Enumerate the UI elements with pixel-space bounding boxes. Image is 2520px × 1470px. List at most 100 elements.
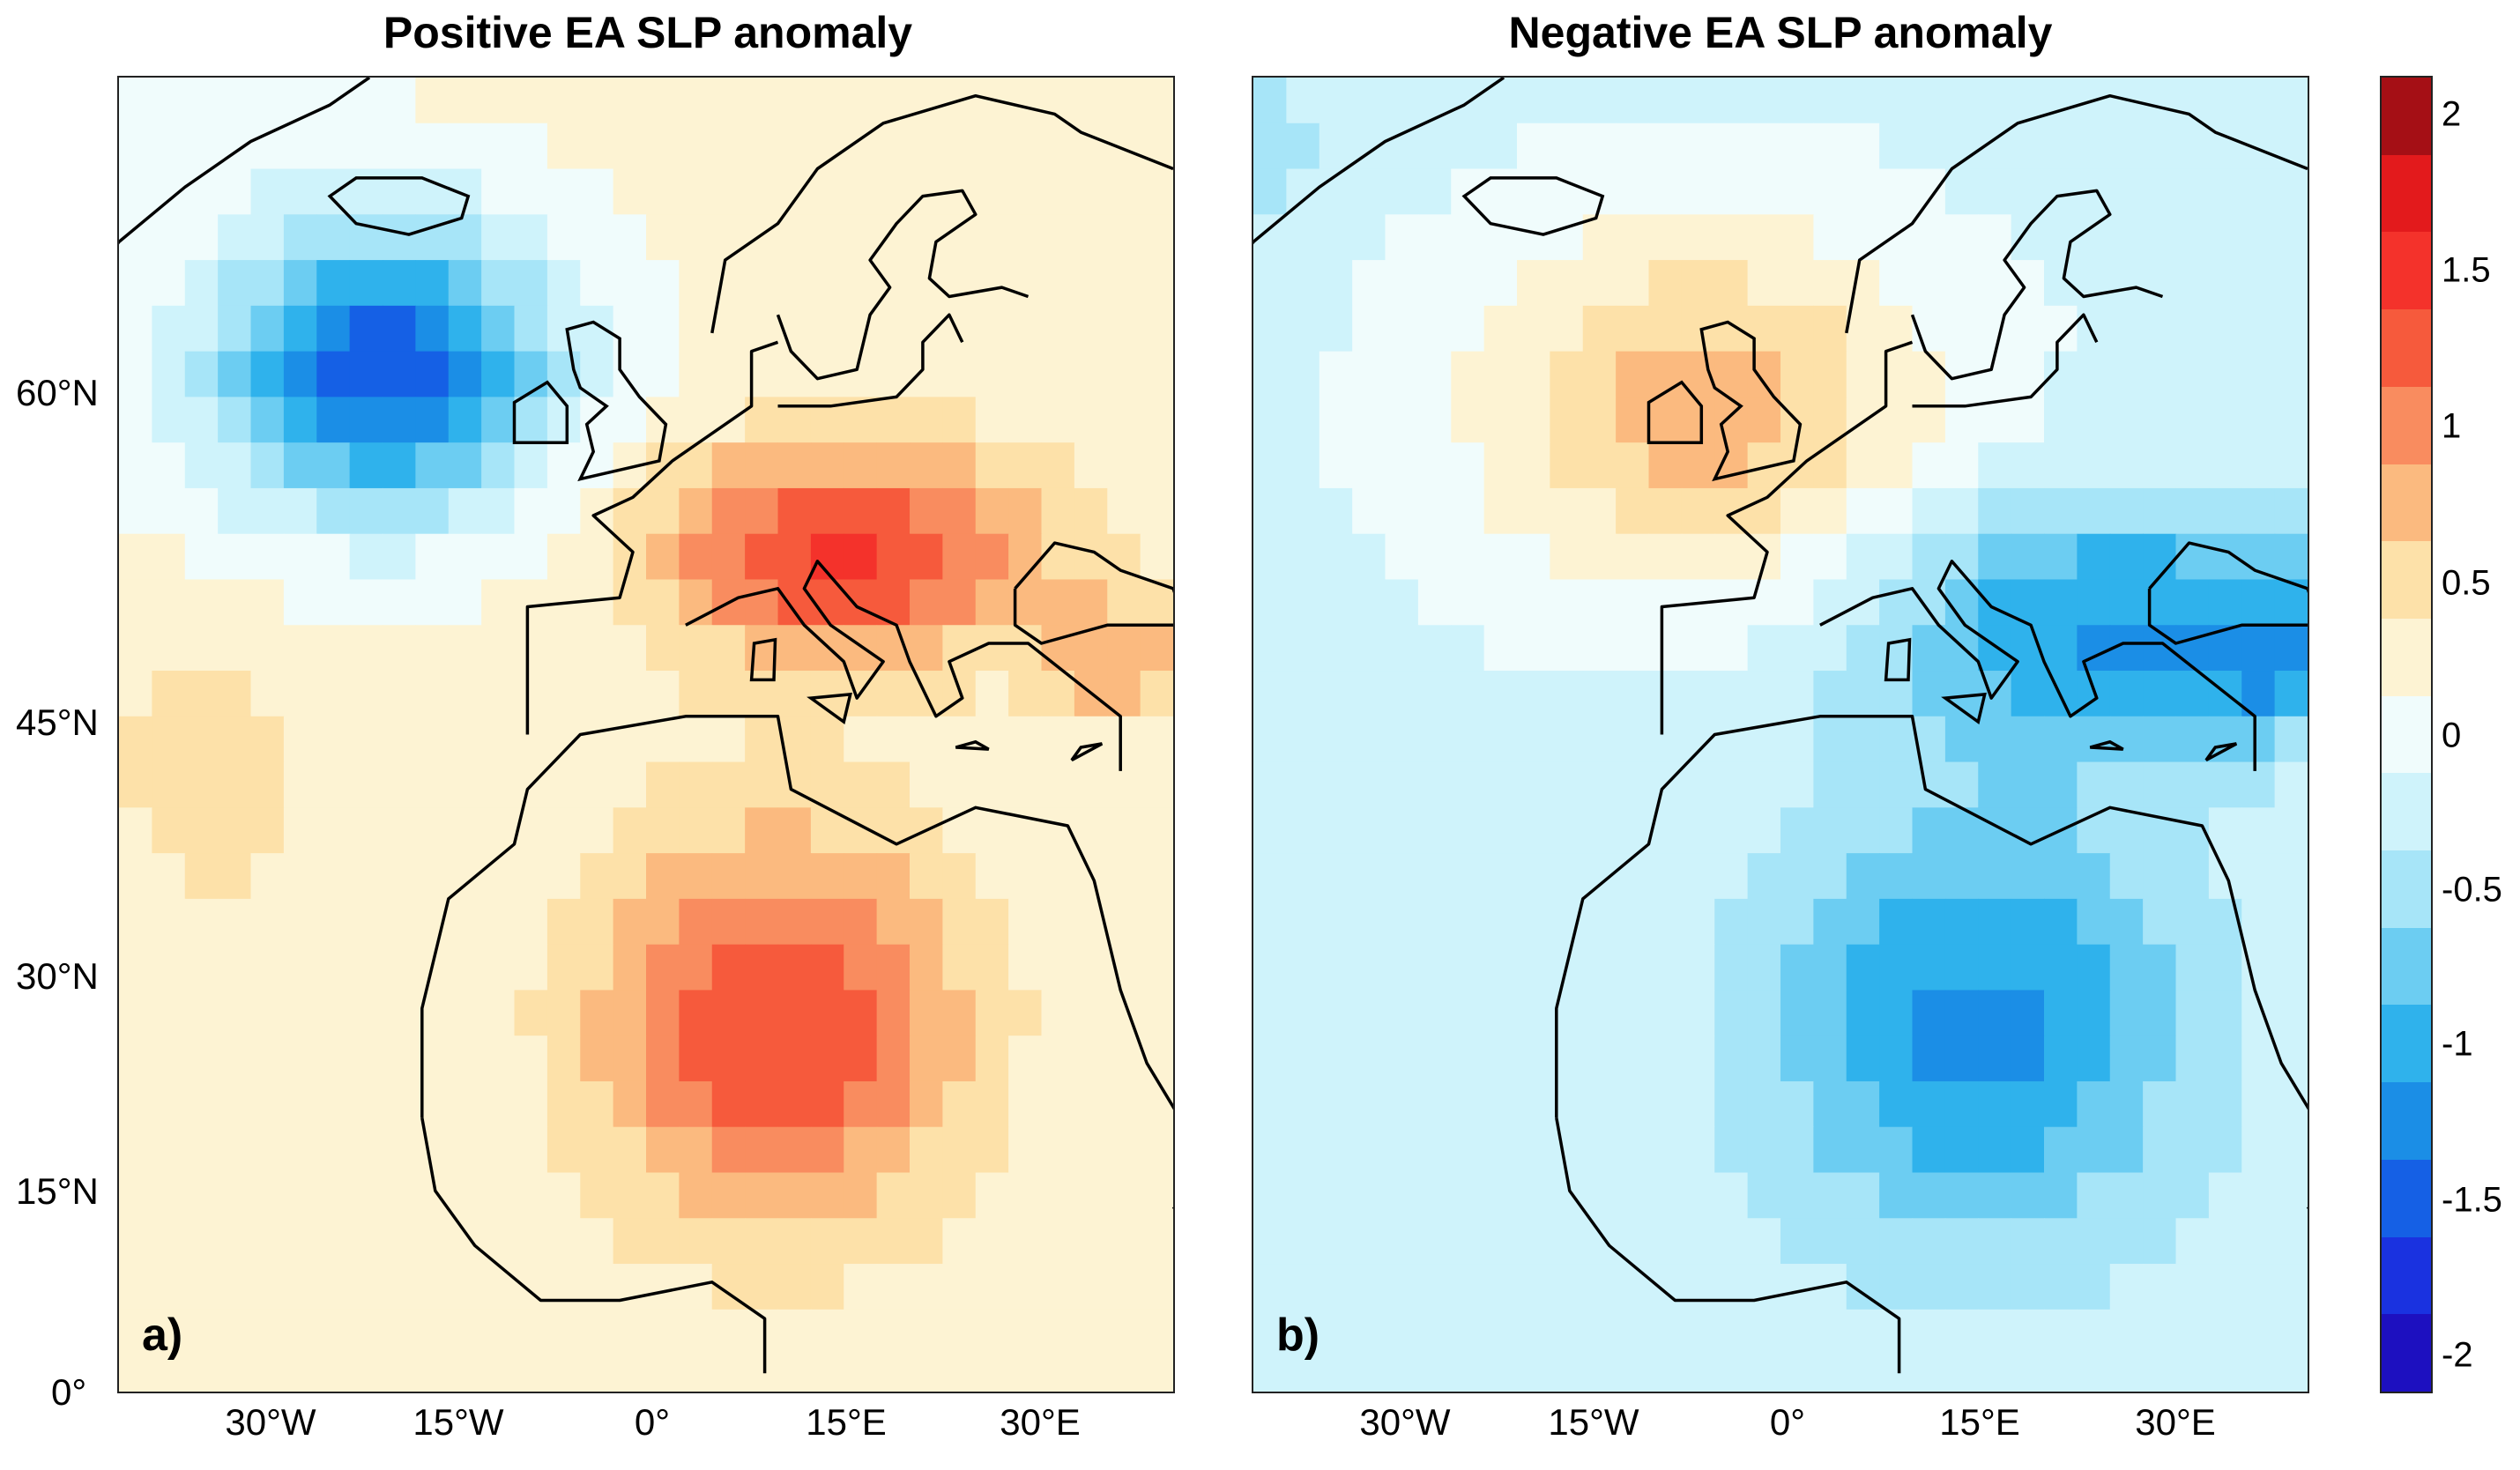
anomaly-cell xyxy=(1550,533,1584,581)
island-outline xyxy=(1461,176,1605,236)
anomaly-cell xyxy=(1107,1080,1141,1128)
anomaly-cell xyxy=(810,944,844,991)
anomaly-cell xyxy=(2077,1036,2111,1082)
anomaly-cell xyxy=(1451,1172,1485,1219)
anomaly-cell xyxy=(546,1218,581,1265)
anomaly-cell xyxy=(383,533,416,581)
anomaly-cell xyxy=(1616,716,1650,763)
anomaly-cell xyxy=(1417,1080,1452,1128)
anomaly-cell xyxy=(679,671,713,717)
anomaly-cell xyxy=(2143,716,2177,763)
anomaly-cell xyxy=(679,1218,713,1265)
anomaly-cell xyxy=(1912,625,1946,672)
anomaly-cell xyxy=(1550,807,1584,854)
anomaly-cell xyxy=(1714,78,1749,124)
anomaly-cell xyxy=(184,853,219,900)
anomaly-cell xyxy=(152,990,186,1036)
anomaly-cell xyxy=(316,214,351,261)
anomaly-cell xyxy=(415,625,450,672)
anomaly-cell xyxy=(1978,1355,2012,1392)
anomaly-cell xyxy=(1074,397,1108,443)
anomaly-cell xyxy=(975,1036,1009,1082)
lon-tick-b-15w: 15°W xyxy=(1548,1401,1639,1443)
anomaly-cell xyxy=(1978,214,2012,261)
anomaly-cell xyxy=(876,1218,911,1265)
anomaly-cell xyxy=(679,1172,713,1219)
anomaly-cell xyxy=(184,1218,219,1265)
anomaly-cell xyxy=(1074,214,1108,261)
anomaly-cell xyxy=(316,1172,351,1219)
anomaly-cell xyxy=(613,260,647,307)
anomaly-cell xyxy=(184,397,219,443)
anomaly-cell xyxy=(481,78,516,124)
anomaly-cell xyxy=(580,1126,614,1174)
anomaly-cell xyxy=(2011,305,2045,353)
anomaly-cell xyxy=(2109,671,2144,717)
anomaly-cell xyxy=(250,579,285,626)
anomaly-cell xyxy=(218,1355,252,1392)
anomaly-cell xyxy=(1008,351,1043,397)
anomaly-cell xyxy=(481,533,516,581)
anomaly-cell xyxy=(2077,761,2111,808)
anomaly-cell xyxy=(711,761,746,808)
anomaly-cell xyxy=(810,1309,844,1356)
anomaly-cell xyxy=(152,487,186,535)
anomaly-cell xyxy=(613,853,647,900)
anomaly-cell xyxy=(1417,990,1452,1036)
anomaly-cell xyxy=(1352,579,1386,626)
anomaly-cell xyxy=(1253,78,1287,124)
anomaly-cell xyxy=(975,487,1009,535)
anomaly-cell xyxy=(1286,487,1320,535)
anomaly-cell xyxy=(711,122,746,170)
anomaly-cell xyxy=(711,1309,746,1356)
anomaly-cell xyxy=(2044,716,2078,763)
anomaly-cell xyxy=(1483,1080,1518,1128)
anomaly-cell xyxy=(1648,1126,1683,1174)
anomaly-cell xyxy=(1319,533,1353,581)
anomaly-cell xyxy=(152,944,186,991)
anomaly-cell xyxy=(1978,579,2012,626)
anomaly-cell xyxy=(1681,168,1715,215)
anomaly-cell xyxy=(777,761,812,808)
anomaly-cell xyxy=(1352,1218,1386,1265)
anomaly-cell xyxy=(876,671,911,717)
anomaly-cell xyxy=(2109,853,2144,900)
anomaly-cell xyxy=(745,351,779,397)
anomaly-cell xyxy=(1616,1172,1650,1219)
anomaly-cell xyxy=(250,716,285,763)
anomaly-cell xyxy=(1140,898,1173,946)
anomaly-cell xyxy=(184,807,219,854)
anomaly-cell xyxy=(1286,990,1320,1036)
anomaly-cell xyxy=(283,260,317,307)
anomaly-cell xyxy=(1780,761,1814,808)
anomaly-cell xyxy=(2077,625,2111,672)
anomaly-cell xyxy=(745,1126,779,1174)
anomaly-cell xyxy=(152,1080,186,1128)
anomaly-cell xyxy=(646,1126,680,1174)
anomaly-cell xyxy=(1846,671,1880,717)
anomaly-cell xyxy=(250,442,285,489)
anomaly-cell xyxy=(844,1080,878,1128)
anomaly-cell xyxy=(711,716,746,763)
anomaly-cell xyxy=(1008,122,1043,170)
anomaly-cell xyxy=(2208,397,2242,443)
anomaly-cell xyxy=(810,761,844,808)
anomaly-cell xyxy=(1780,990,1814,1036)
anomaly-cell xyxy=(2044,260,2078,307)
anomaly-cell xyxy=(448,1264,482,1310)
anomaly-cell xyxy=(1517,122,1550,170)
anomaly-cell xyxy=(2175,487,2210,535)
anomaly-cell xyxy=(119,351,152,397)
anomaly-cell xyxy=(1140,168,1173,215)
anomaly-cell xyxy=(711,487,746,535)
anomaly-cell xyxy=(2208,807,2242,854)
anomaly-cell xyxy=(679,807,713,854)
anomaly-cell xyxy=(613,944,647,991)
anomaly-cell xyxy=(975,305,1009,353)
anomaly-cell xyxy=(1879,78,1914,124)
anomaly-cell xyxy=(844,1309,878,1356)
anomaly-cell xyxy=(1550,1309,1584,1356)
anomaly-cell xyxy=(777,625,812,672)
anomaly-cell xyxy=(119,761,152,808)
anomaly-cell xyxy=(1944,1264,1979,1310)
